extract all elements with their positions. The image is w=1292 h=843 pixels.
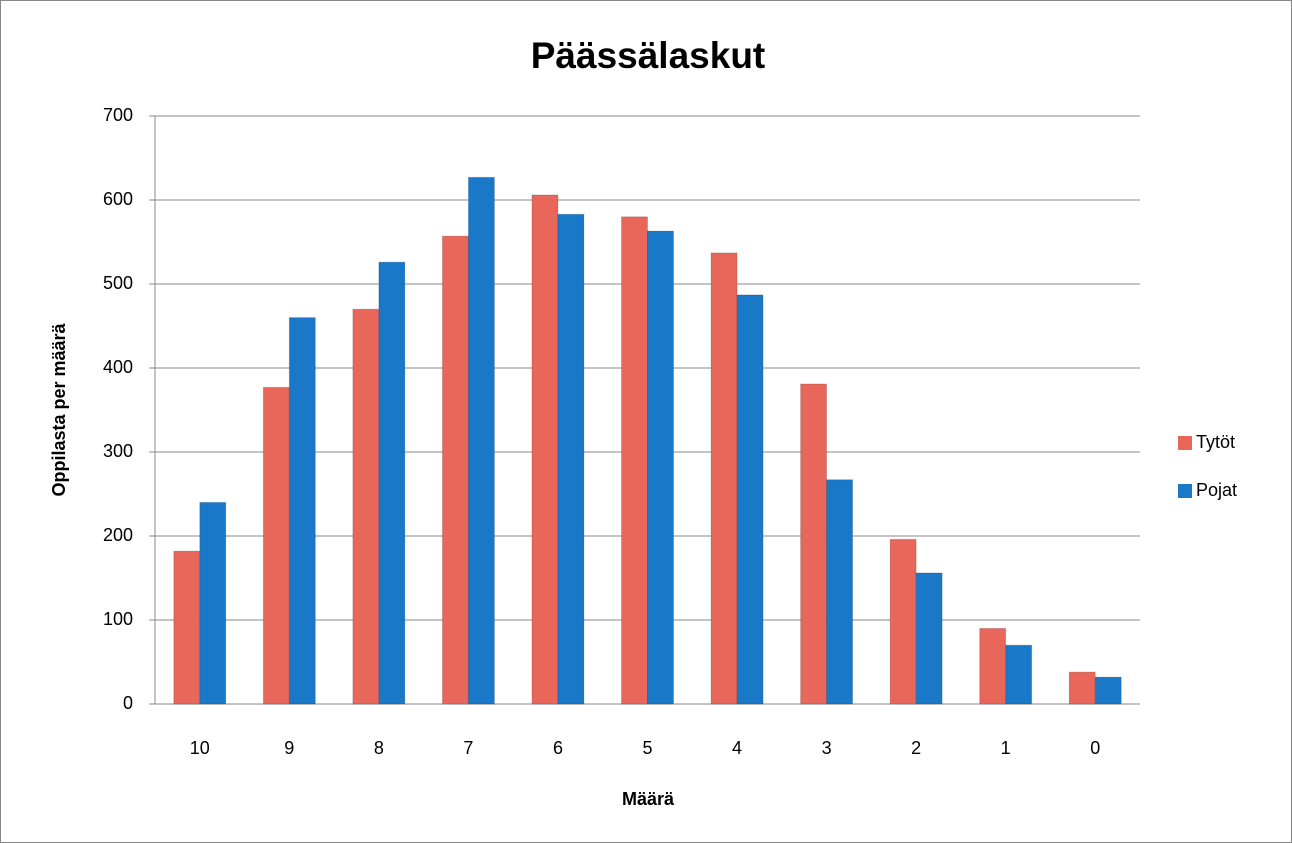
x-tick-label: 8 — [374, 738, 384, 758]
x-tick-label: 10 — [190, 738, 210, 758]
bar — [467, 176, 495, 705]
legend-swatch — [1178, 436, 1192, 450]
legend-label: Tytöt — [1196, 432, 1235, 452]
y-tick-label: 300 — [103, 441, 133, 461]
y-tick-label: 700 — [103, 105, 133, 125]
x-tick-label: 9 — [284, 738, 294, 758]
bar — [173, 550, 201, 705]
bar — [199, 501, 227, 705]
bar — [1005, 644, 1033, 705]
y-tick-label: 600 — [103, 189, 133, 209]
bar — [647, 230, 674, 705]
bar — [441, 235, 469, 705]
x-tick-label: 1 — [1001, 738, 1011, 758]
y-tick-label: 400 — [103, 357, 133, 377]
x-tick-label: 2 — [911, 738, 921, 758]
legend-swatch — [1178, 484, 1192, 498]
bar — [557, 213, 585, 705]
y-axis-label: Oppilasta per määrä — [49, 322, 69, 496]
bar — [1094, 676, 1122, 705]
bar — [889, 538, 917, 705]
y-tick-label: 100 — [103, 609, 133, 629]
bar — [979, 627, 1007, 705]
bar — [826, 479, 854, 705]
legend-label: Pojat — [1196, 480, 1237, 500]
x-tick-label: 3 — [822, 738, 832, 758]
y-tick-label: 500 — [103, 273, 133, 293]
x-tick-label: 4 — [732, 738, 742, 758]
bar — [352, 308, 380, 705]
x-tick-label: 6 — [553, 738, 563, 758]
bar — [736, 294, 764, 705]
y-tick-label: 0 — [123, 693, 133, 713]
x-tick-label: 0 — [1090, 738, 1100, 758]
bar — [378, 261, 406, 705]
bar — [800, 383, 828, 705]
x-axis-label: Määrä — [622, 789, 675, 809]
bar — [288, 317, 316, 705]
chart-title: Päässälaskut — [531, 35, 766, 76]
bar — [621, 216, 648, 705]
bar — [915, 572, 943, 705]
x-tick-label: 5 — [642, 738, 652, 758]
bar — [710, 252, 738, 705]
bar — [1068, 671, 1096, 705]
y-tick-label: 200 — [103, 525, 133, 545]
bar — [262, 386, 290, 705]
bar — [531, 194, 559, 705]
x-tick-label: 7 — [463, 738, 473, 758]
